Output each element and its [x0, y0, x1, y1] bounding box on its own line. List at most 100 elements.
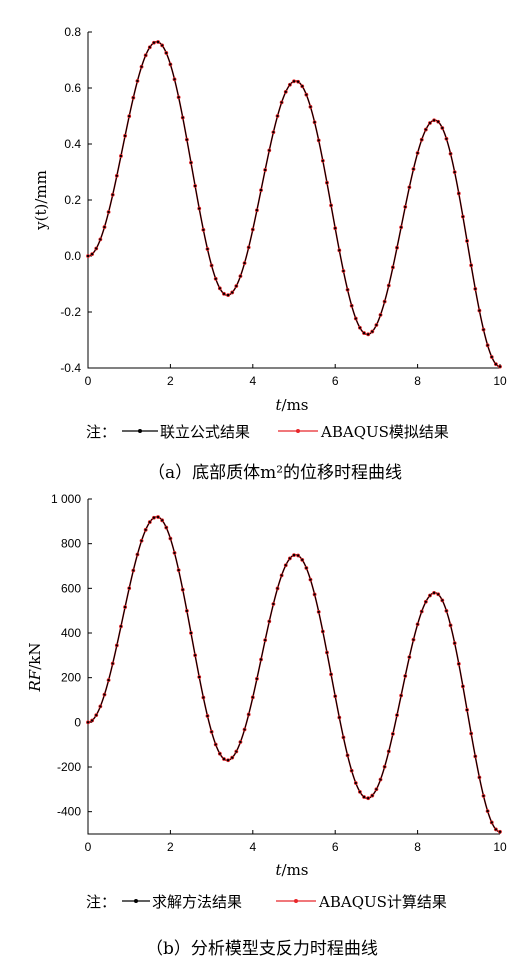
- chart-b-x-tick-label: 2: [167, 840, 174, 854]
- chart-b-formula-point: [346, 754, 349, 757]
- chart-a: -0.4-0.20.00.20.40.60.8 0 2 4 6 8 10 y(t)/mm …: [32, 25, 507, 483]
- chart-a-formula-point: [185, 138, 189, 141]
- chart-a-formula-point: [263, 168, 267, 172]
- chart-b-formula-point: [152, 516, 156, 519]
- chart-a-formula-point: [305, 93, 308, 96]
- chart-b-series-solution-line: [87, 516, 501, 833]
- chart-a-formula-point: [156, 40, 160, 44]
- chart-b-formula-point: [457, 662, 460, 666]
- chart-b-formula-point: [235, 750, 238, 753]
- chart-a-formula-point: [325, 181, 329, 184]
- chart-b-formula-point: [321, 630, 325, 633]
- chart-a-y-tick-label: 0.8: [64, 25, 81, 39]
- chart-b-formula-point: [206, 714, 209, 718]
- chart-b-formula-point: [404, 674, 407, 678]
- chart-a-formula-point: [231, 291, 234, 294]
- chart-a-x-tick-label: 8: [414, 374, 421, 388]
- chart-a-legend-marker-1: [138, 429, 142, 433]
- chart-b-formula-point: [226, 759, 230, 762]
- chart-a-formula-point: [379, 313, 382, 317]
- chart-a-series-formula-points: [86, 40, 502, 368]
- chart-a-x-axis-label: t/ms: [275, 396, 308, 414]
- chart-b-formula-point: [424, 600, 428, 603]
- chart-a-formula-point: [313, 121, 316, 124]
- chart-a-formula-point: [206, 247, 209, 251]
- chart-b-formula-point: [103, 693, 106, 696]
- chart-b-formula-point: [486, 809, 489, 813]
- chart-a-legend: 注： 联立公式结果 ABAQUS模拟结果: [86, 423, 449, 441]
- chart-a-formula-point: [173, 78, 176, 81]
- chart-b-y-tick-label: 600: [61, 581, 81, 595]
- chart-a-formula-point: [490, 355, 493, 359]
- chart-b-y-tick-label: -200: [57, 760, 81, 774]
- chart-a-formula-point: [432, 119, 436, 122]
- chart-a-formula-point: [123, 134, 127, 138]
- chart-a-formula-point: [247, 246, 250, 249]
- chart-b-formula-point: [218, 752, 222, 755]
- chart-a-formula-point: [457, 192, 460, 195]
- chart-b-formula-point: [173, 551, 176, 555]
- chart-a-formula-point: [239, 274, 242, 278]
- chart-b-formula-point: [395, 713, 399, 717]
- chart-a-formula-point: [486, 344, 489, 347]
- chart-a-formula-point: [449, 152, 452, 155]
- chart-b-legend: 注： 求解方法结果 ABAQUS计算结果: [86, 893, 447, 911]
- chart-b-formula-point: [272, 602, 275, 606]
- chart-b-formula-point: [342, 736, 345, 739]
- chart-b-formula-point: [317, 610, 320, 614]
- chart-b-y-tick-label: -400: [57, 805, 81, 819]
- chart-a-formula-point: [243, 261, 246, 265]
- chart-b-formula-point: [416, 623, 419, 626]
- chart-a-x-tick-label: 2: [167, 374, 174, 388]
- chart-b-formula-point: [189, 631, 193, 635]
- chart-a-formula-point: [469, 264, 473, 267]
- chart-b-x-tick-label: 10: [493, 840, 507, 854]
- chart-b-formula-point: [420, 610, 423, 613]
- chart-b-formula-point: [144, 528, 147, 532]
- chart-a-formula-point: [412, 167, 415, 171]
- chart-b-formula-point: [243, 728, 246, 731]
- chart-b-y-tick-label: 400: [61, 626, 81, 640]
- chart-b-formula-point: [301, 558, 304, 562]
- chart-a-formula-point: [210, 264, 213, 267]
- chart-a-formula-point: [95, 247, 98, 250]
- chart-a-formula-point: [202, 228, 205, 232]
- chart-b-formula-point: [445, 609, 448, 613]
- chart-a-formula-point: [334, 226, 337, 230]
- chart-a-formula-point: [214, 277, 217, 281]
- chart-a-x-ticks: 0 2 4 6 8 10: [85, 364, 507, 388]
- chart-a-formula-point: [346, 288, 349, 291]
- chart-b-legend-entry-2: ABAQUS计算结果: [318, 893, 447, 911]
- chart-b-formula-point: [123, 605, 127, 609]
- chart-b-formula-point: [132, 569, 135, 572]
- chart-a-formula-point: [218, 287, 222, 290]
- chart-a-formula-point: [280, 101, 283, 104]
- chart-b-formula-point: [165, 526, 168, 529]
- chart-a-formula-point: [375, 323, 378, 327]
- chart-a-formula-point: [165, 51, 168, 55]
- chart-b-series-abaqus-line: [87, 516, 501, 833]
- chart-a-formula-point: [424, 128, 428, 131]
- chart-a-formula-point: [268, 149, 271, 152]
- chart-b-formula-point: [354, 781, 357, 785]
- chart-b-formula-point: [136, 553, 139, 556]
- chart-a-series-abaqus-points: [86, 40, 502, 369]
- chart-a-formula-point: [366, 333, 370, 336]
- chart-b-formula-point: [412, 638, 415, 641]
- chart-b-formula-point: [292, 553, 296, 557]
- chart-b-formula-point: [383, 765, 386, 768]
- chart-b-formula-point: [193, 654, 197, 657]
- chart-a-y-tick-label: 0.2: [64, 193, 81, 207]
- chart-b-formula-point: [432, 591, 436, 595]
- chart-b-formula-point: [181, 588, 184, 591]
- chart-a-formula-point: [494, 362, 498, 366]
- chart-a-legend-prefix: 注：: [86, 423, 116, 441]
- chart-b-formula-point: [263, 638, 267, 642]
- chart-a-formula-point: [371, 330, 374, 333]
- chart-b-formula-point: [107, 678, 110, 682]
- chart-a-caption: （a）底部质体m²的位移时程曲线: [148, 463, 402, 483]
- chart-b-formula-point: [329, 673, 333, 676]
- chart-a-y-tick-label: 0.6: [64, 81, 81, 95]
- chart-b-x-tick-label: 8: [414, 840, 421, 854]
- chart-a-formula-point: [498, 365, 502, 368]
